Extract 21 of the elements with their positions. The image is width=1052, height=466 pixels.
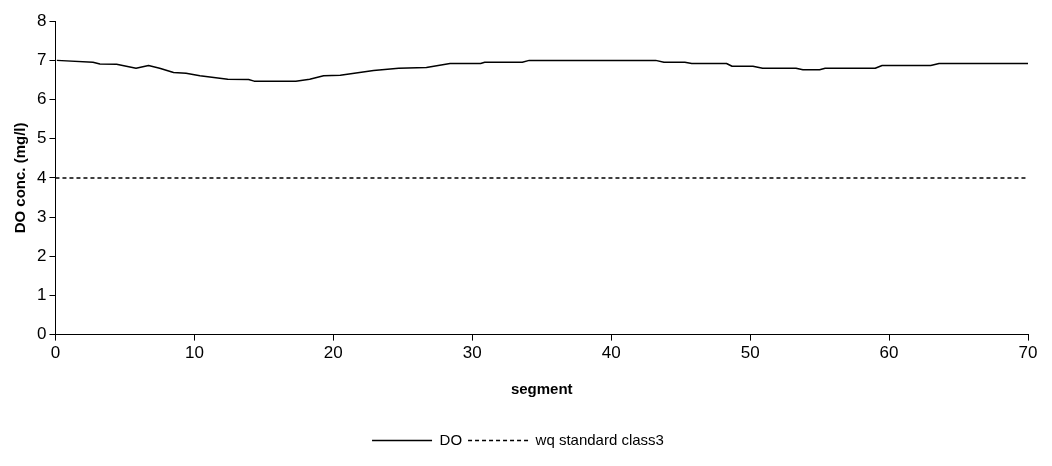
y-tick-label: 4 [36, 167, 47, 187]
x-tick-label: 60 [879, 343, 899, 363]
x-tick-label: 10 [184, 343, 204, 363]
legend-label: DO [439, 430, 463, 448]
x-tick-label: 70 [1018, 343, 1038, 363]
y-axis-title: DO conc. (mg/l) [11, 122, 29, 234]
y-tick-label: 3 [36, 206, 47, 226]
y-tick-label: 7 [36, 50, 47, 70]
y-tick-label: 0 [36, 324, 47, 344]
y-tick-label: 2 [36, 245, 47, 265]
y-tick-label: 6 [36, 89, 47, 109]
x-tick-label: 50 [740, 343, 760, 363]
y-tick-label: 8 [36, 10, 47, 30]
x-tick-label: 30 [462, 343, 482, 363]
x-tick-label: 0 [50, 343, 61, 363]
x-tick-label: 20 [323, 343, 343, 363]
x-axis-title: segment [510, 380, 573, 398]
legend-label: wq standard class3 [534, 430, 664, 448]
y-tick-label: 1 [36, 285, 47, 305]
y-tick-label: 5 [36, 128, 47, 148]
x-tick-label: 40 [601, 343, 621, 363]
